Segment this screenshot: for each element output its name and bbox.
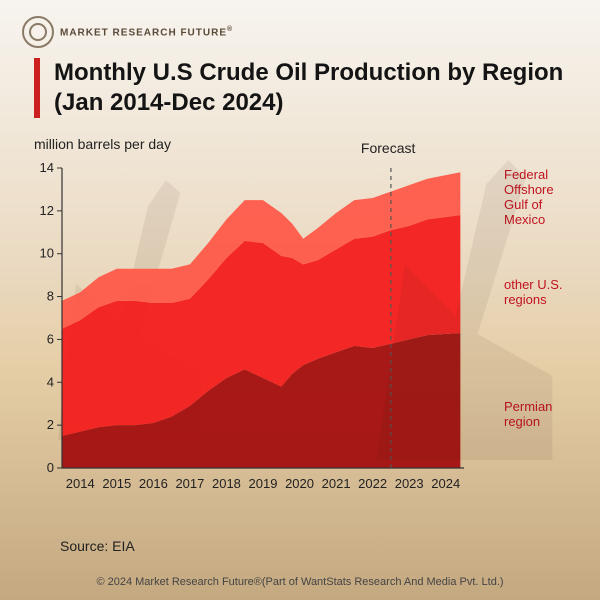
title-line-2: (Jan 2014-Dec 2024) [54, 89, 283, 116]
logo-mark-icon [22, 16, 54, 48]
svg-text:6: 6 [47, 331, 54, 346]
series-label-gulf: FederalOffshoreGulf ofMexico [504, 168, 594, 228]
svg-text:2015: 2015 [102, 476, 131, 491]
svg-text:2023: 2023 [395, 476, 424, 491]
chart-title: Monthly U.S Crude Oil Production by Regi… [34, 58, 563, 118]
svg-text:4: 4 [47, 374, 54, 389]
svg-text:2020: 2020 [285, 476, 314, 491]
copyright: © 2024 Market Research Future®(Part of W… [0, 576, 600, 588]
y-axis-label: million barrels per day [34, 136, 171, 152]
source-label: Source: EIA [60, 538, 135, 554]
svg-text:8: 8 [47, 289, 54, 304]
page: MARKET RESEARCH FUTURE® Monthly U.S Crud… [0, 0, 600, 600]
logo-text-main: MARKET RESEARCH FUTURE [60, 27, 227, 38]
svg-text:12: 12 [40, 203, 54, 218]
svg-text:2021: 2021 [322, 476, 351, 491]
title-line-1: Monthly U.S Crude Oil Production by Regi… [54, 59, 563, 86]
series-label-permian: Permianregion [504, 400, 594, 430]
series-label-other: other U.S.regions [504, 278, 594, 308]
svg-text:2024: 2024 [431, 476, 460, 491]
chart-area: 0 2 4 6 8 10 12 14 2014 2015 2016 2017 2018 2019 2020 2… [34, 158, 464, 498]
svg-text:10: 10 [40, 246, 54, 261]
svg-text:2: 2 [47, 417, 54, 432]
svg-text:2014: 2014 [66, 476, 95, 491]
svg-text:14: 14 [40, 160, 54, 175]
forecast-label: Forecast [361, 140, 415, 156]
svg-text:2018: 2018 [212, 476, 241, 491]
logo-registered: ® [227, 26, 233, 33]
svg-text:2017: 2017 [175, 476, 204, 491]
stacked-area-chart: 0 2 4 6 8 10 12 14 2014 2015 2016 2017 2018 2019 2020 2… [34, 158, 464, 498]
svg-text:0: 0 [47, 460, 54, 475]
svg-text:2016: 2016 [139, 476, 168, 491]
svg-text:2019: 2019 [249, 476, 278, 491]
logo-text: MARKET RESEARCH FUTURE® [60, 26, 233, 38]
brand-logo: MARKET RESEARCH FUTURE® [22, 16, 233, 48]
svg-text:2022: 2022 [358, 476, 387, 491]
